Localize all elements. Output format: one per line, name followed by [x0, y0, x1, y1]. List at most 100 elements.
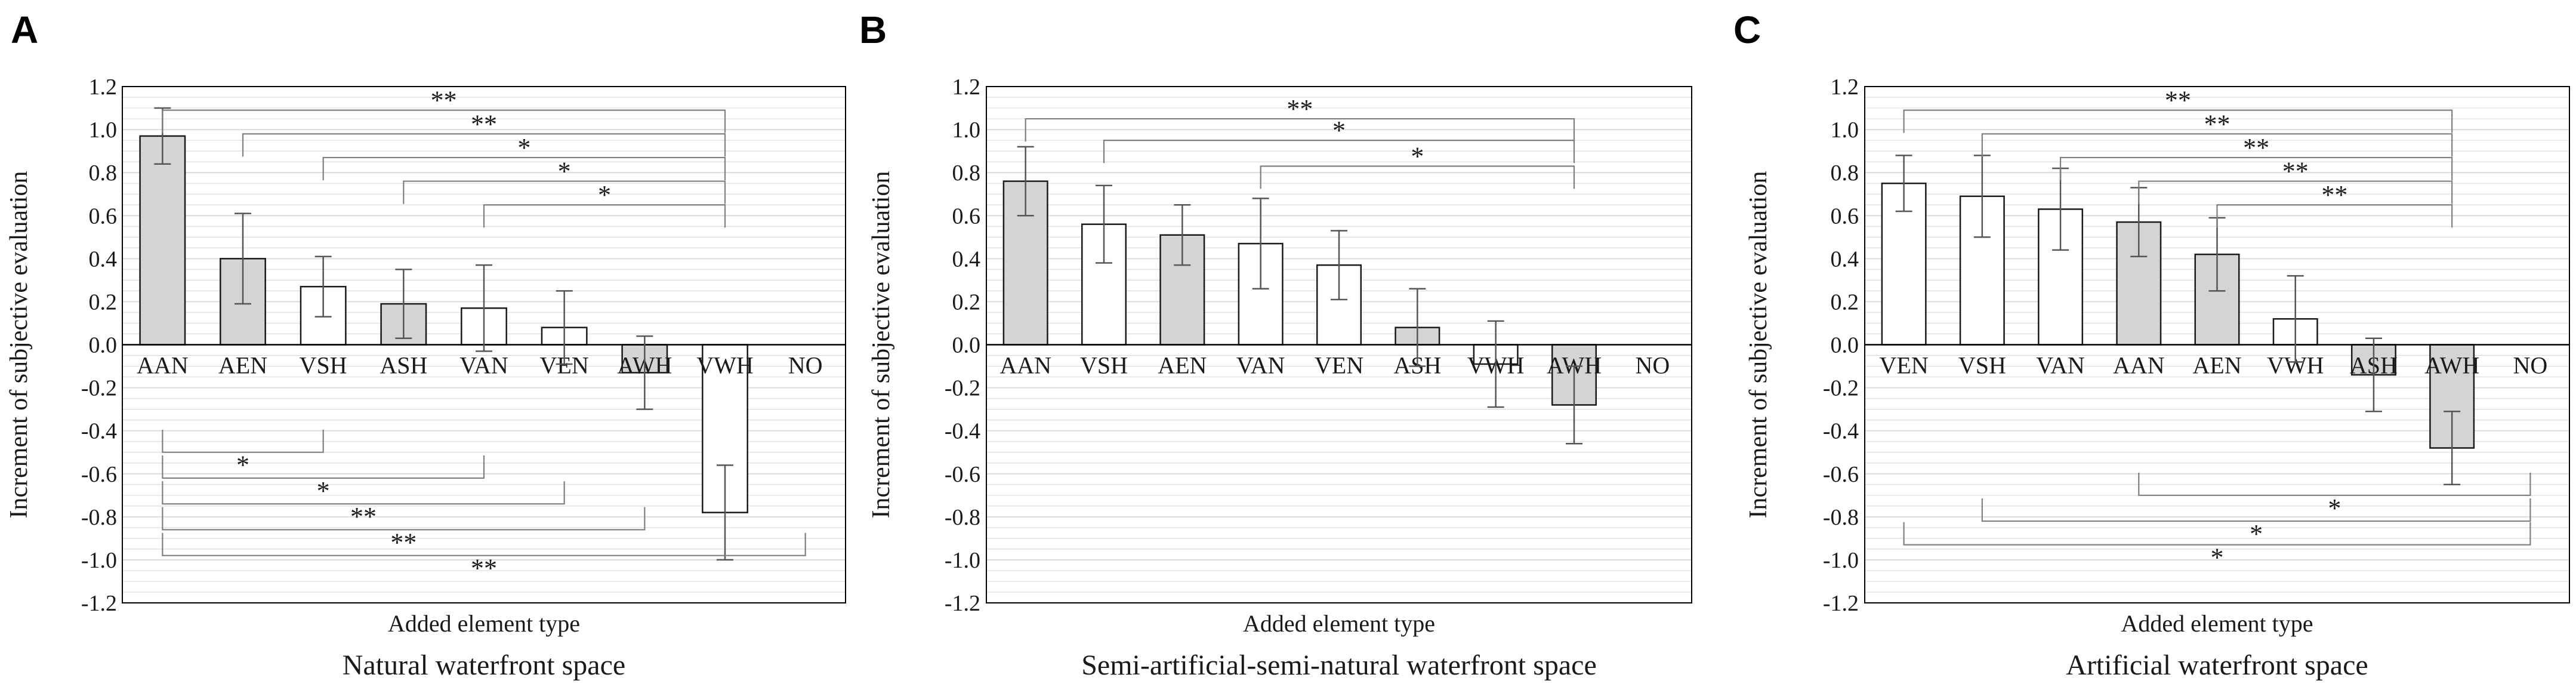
chart-panel-b: B 1.2 1.0 0.8 0.6 0.4 0.2 0.0 -0.2 -0.4 -0.6 -0.8 -1… [859, 8, 1692, 681]
y-axis-label: Increment of subjective evaluation [5, 171, 33, 519]
panel-letter: A [11, 8, 38, 51]
significance-label: ** [390, 528, 417, 557]
significance-label: ** [431, 86, 457, 115]
chart-panel-a: A 1.2 1.0 0.8 0.6 0.4 0.2 0.0 -0.2 -0.4 -0.6 -0.8 -1… [5, 8, 846, 681]
y-tick-label: -0.4 [81, 419, 117, 444]
x-axis-label: Added element type [2121, 610, 2313, 637]
significance-bracket [403, 180, 726, 204]
x-category-label: VSH [1958, 352, 2006, 379]
panel-letter: B [859, 8, 887, 51]
y-tick-label: -0.6 [1823, 462, 1859, 487]
significance-bracket [162, 507, 646, 531]
significance-label: ** [471, 109, 497, 138]
significance-label: * [2211, 543, 2224, 572]
bars [139, 135, 748, 513]
y-tick-label: 0.0 [952, 333, 981, 358]
y-tick-label: -1.2 [945, 591, 980, 616]
panel-letter: C [1733, 8, 1761, 51]
x-category-label: NO [788, 352, 823, 379]
x-category-label: ASH [380, 352, 427, 379]
y-tick-label: -0.6 [945, 462, 980, 487]
significance-label: ** [2321, 180, 2347, 210]
significance-label: * [517, 133, 530, 162]
significance-bracket [2138, 472, 2531, 496]
significance-label: * [1411, 141, 1424, 171]
significance-bracket [1981, 133, 2453, 157]
significance-label: ** [2165, 86, 2191, 115]
significance-bracket [2138, 180, 2453, 204]
y-tick-label: 0.4 [952, 247, 981, 272]
significance-bracket [2059, 156, 2453, 180]
y-tick-label: 1.2 [89, 75, 118, 100]
y-tick-label: 1.0 [952, 118, 981, 143]
y-tick-label: -0.2 [945, 376, 980, 401]
bars [1881, 182, 2475, 449]
y-tick-label: 1.0 [89, 118, 118, 143]
y-tick-label: 0.6 [89, 204, 118, 229]
error-bars [154, 107, 733, 561]
x-category-label: VAN [459, 352, 508, 379]
significance-label: ** [2243, 133, 2269, 162]
y-tick-label: -0.8 [945, 505, 980, 530]
significance-label: ** [2282, 157, 2309, 186]
significance-bracket [483, 204, 726, 228]
y-tick-label: 0.4 [89, 247, 118, 272]
x-axis-label: Added element type [1243, 610, 1435, 637]
significance-label: ** [2204, 109, 2231, 138]
y-tick-label: -1.0 [1823, 548, 1859, 573]
significance-label: ** [1287, 94, 1313, 124]
y-tick-label: 1.0 [1831, 118, 1859, 143]
significance-bracket [162, 532, 806, 556]
significance-bracket [242, 133, 726, 157]
significance-brackets: ************* [1903, 86, 2531, 572]
y-tick-label: -1.2 [1823, 591, 1859, 616]
x-category-label: AAN [137, 352, 189, 379]
y-tick-label: -1.0 [945, 548, 980, 573]
x-category-label: VSH [300, 352, 347, 379]
panel-subtitle: Semi-artificial-semi-natural waterfront … [1081, 649, 1597, 681]
y-tick-label: -0.8 [81, 505, 117, 530]
y-axis-label: Increment of subjective evaluation [868, 171, 895, 519]
panel-subtitle: Natural waterfront space [343, 649, 625, 681]
bar-aan [139, 135, 186, 346]
x-category-label: VWH [696, 352, 754, 379]
significance-bracket [162, 455, 485, 479]
significance-bracket [1903, 109, 2453, 133]
y-tick-label: -0.4 [945, 419, 980, 444]
x-category-label: AWH [2424, 352, 2479, 379]
y-tick-label: -0.6 [81, 462, 117, 487]
chart-panel-c: C 1.2 1.0 0.8 0.6 0.4 0.2 0.0 -0.2 -0.4 -0.6 -0.8 -1… [1733, 8, 2570, 681]
significance-bracket [1260, 165, 1575, 189]
significance-label: * [317, 476, 330, 506]
y-tick-label: -1.2 [81, 591, 117, 616]
y-tick-label: -1.0 [81, 548, 117, 573]
y-axis-label: Increment of subjective evaluation [1745, 171, 1772, 519]
significance-label: * [1332, 116, 1346, 145]
significance-bracket [162, 429, 324, 453]
x-category-label: VSH [1080, 352, 1128, 379]
significance-bracket [1103, 140, 1575, 164]
x-category-label: NO [1635, 352, 1670, 379]
significance-label: ** [471, 554, 497, 583]
significance-bracket [162, 109, 726, 133]
x-category-label: VAN [1236, 352, 1285, 379]
significance-label: * [2328, 494, 2341, 523]
significance-label: * [2250, 519, 2263, 549]
significance-bracket [1981, 498, 2531, 522]
x-category-label: NO [2513, 352, 2547, 379]
y-tick-label: 0.2 [1831, 289, 1859, 315]
y-tick-label: 0.2 [89, 289, 118, 315]
significance-label: * [598, 180, 611, 210]
x-category-label: AEN [1158, 352, 1207, 379]
y-tick-label: 1.2 [952, 75, 981, 100]
y-tick-label: 0.0 [1831, 333, 1859, 358]
y-tick-label: 0.6 [952, 204, 981, 229]
y-tick-label: 0.6 [1831, 204, 1859, 229]
y-tick-label: 0.8 [952, 161, 981, 186]
y-tick-label: -0.2 [81, 376, 117, 401]
y-tick-label: -0.4 [1823, 419, 1859, 444]
y-tick-label: 0.2 [952, 289, 981, 315]
error-bars [1017, 146, 1582, 445]
y-tick-label: 0.8 [1831, 161, 1859, 186]
